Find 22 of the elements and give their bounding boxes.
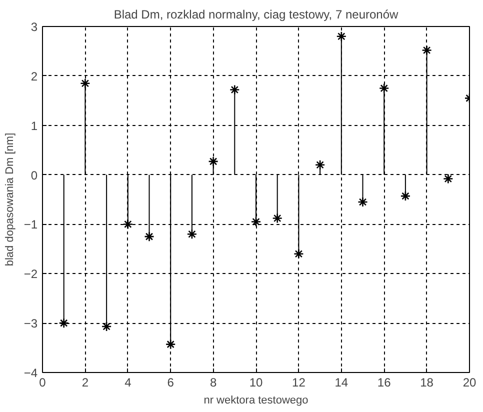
x-tick-label: 20 — [462, 376, 476, 390]
x-tick-label: 2 — [82, 376, 89, 390]
chart-title: Blad Dm, rozklad normalny, ciag testowy, 7 neuronów — [114, 8, 399, 22]
y-tick-label: −1 — [24, 218, 38, 232]
y-tick-label: 2 — [30, 69, 38, 84]
y-tick-label: 0 — [30, 168, 38, 182]
y-tick-label: −3 — [24, 316, 38, 331]
x-tick-label: 4 — [124, 376, 132, 390]
x-tick-label: 6 — [167, 376, 174, 390]
x-axis-title: nr wektora testowego — [204, 394, 308, 406]
x-tick-label: 8 — [210, 376, 217, 390]
x-tick-label: 0 — [39, 376, 46, 390]
x-tick-label: 16 — [377, 376, 392, 390]
x-tick-label: 14 — [334, 376, 348, 390]
y-tick-label: 1 — [30, 118, 38, 133]
y-axis-title: blad dopasowania Dm [nm] — [4, 132, 16, 266]
y-tick-label: −4 — [24, 366, 38, 380]
y-tick-label: −2 — [24, 267, 38, 282]
x-tick-label: 12 — [292, 376, 306, 390]
x-tick-label: 18 — [420, 376, 434, 390]
x-tick-label: 10 — [249, 376, 263, 390]
y-tick-label: 3 — [30, 20, 38, 34]
